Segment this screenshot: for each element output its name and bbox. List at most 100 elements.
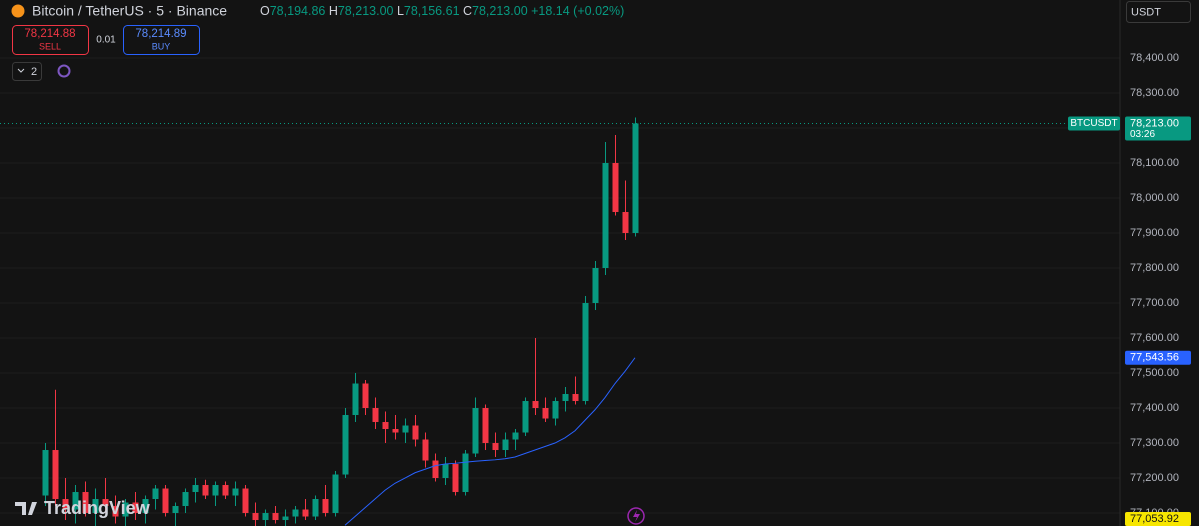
y-tick-label: 77,400.00 bbox=[1130, 402, 1179, 414]
candle-body bbox=[112, 506, 119, 517]
candle-body bbox=[592, 268, 599, 304]
logo-text: TradingView bbox=[44, 498, 151, 518]
y-tick-label: 78,000.00 bbox=[1130, 192, 1179, 204]
price-change: +18.14 (+0.02%) bbox=[531, 4, 624, 18]
candle-body bbox=[312, 499, 319, 517]
candle-body bbox=[132, 502, 139, 514]
bolt bbox=[633, 510, 640, 522]
low-tag bbox=[1125, 512, 1191, 526]
y-tick-label: 77,300.00 bbox=[1130, 437, 1179, 449]
candle-body bbox=[212, 485, 219, 496]
candle-body bbox=[382, 422, 389, 430]
candle-body bbox=[362, 383, 369, 409]
sell-button[interactable]: 78,214.88 SELL bbox=[12, 25, 89, 55]
candle-body bbox=[242, 488, 249, 514]
low-tag-text: 77,053.92 bbox=[1130, 513, 1179, 525]
buy-label: BUY bbox=[152, 41, 171, 51]
sell-price: 78,214.88 bbox=[24, 28, 75, 40]
candle-body bbox=[472, 408, 479, 454]
candle-body bbox=[352, 383, 359, 416]
chevron bbox=[17, 68, 25, 73]
candle-body bbox=[252, 513, 259, 521]
candle-body bbox=[192, 485, 199, 493]
price-tag bbox=[1125, 116, 1191, 141]
spread: 0.01 bbox=[96, 35, 116, 46]
symbol-title[interactable]: Bitcoin / TetherUS · 5 · Binance bbox=[32, 3, 227, 19]
coin-icon bbox=[11, 4, 25, 18]
y-tick-label: 77,600.00 bbox=[1130, 332, 1179, 344]
candle-body bbox=[572, 394, 579, 402]
candle-body bbox=[512, 432, 519, 440]
candle-body bbox=[222, 485, 229, 496]
ohlc-key: C bbox=[463, 4, 472, 18]
buy-button[interactable]: 78,214.89 BUY bbox=[123, 25, 200, 55]
ohlc-value: 78,194.86 bbox=[270, 4, 326, 18]
candle-body bbox=[482, 408, 489, 444]
candle-body bbox=[152, 488, 159, 500]
candle-body bbox=[452, 464, 459, 493]
candle-body bbox=[412, 425, 419, 440]
symbol-tag-text: BTCUSDT bbox=[1070, 118, 1117, 129]
candle-body bbox=[582, 303, 589, 402]
y-tick-label: 77,500.00 bbox=[1130, 367, 1179, 379]
candle-body bbox=[272, 513, 279, 521]
currency: USDT bbox=[1131, 6, 1161, 18]
candle-body bbox=[142, 499, 149, 514]
ohlc-values: O78,194.86 H78,213.00 L78,156.61 C78,213… bbox=[260, 4, 624, 18]
countdown: 03:26 bbox=[1130, 129, 1155, 140]
y-tick-label: 78,400.00 bbox=[1130, 52, 1179, 64]
candle-body bbox=[182, 492, 189, 507]
buy-price: 78,214.89 bbox=[135, 28, 186, 40]
candle-body bbox=[612, 163, 619, 213]
candle-body bbox=[622, 212, 629, 234]
candle-body bbox=[492, 443, 499, 451]
y-tick-label: 77,900.00 bbox=[1130, 227, 1179, 239]
y-tick-label: 77,800.00 bbox=[1130, 262, 1179, 274]
candle-body bbox=[532, 401, 539, 409]
toggle-box bbox=[12, 62, 42, 81]
ohlc-value: 78,213.00 bbox=[338, 4, 394, 18]
candle-body bbox=[432, 460, 439, 479]
y-tick-label: 78,100.00 bbox=[1130, 157, 1179, 169]
indicator-count: 2 bbox=[31, 66, 37, 78]
moving-average bbox=[344, 357, 636, 526]
price-tag-text: 78,213.00 bbox=[1130, 117, 1179, 129]
indicator-toggle[interactable]: 2 bbox=[12, 62, 42, 81]
dropdown-box bbox=[1126, 1, 1191, 23]
candle-body bbox=[602, 163, 609, 269]
ohlc-value: 78,213.00 bbox=[472, 4, 528, 18]
ohlc-key: O bbox=[260, 4, 270, 18]
candle-body bbox=[262, 513, 269, 521]
currency-dropdown[interactable]: USDT bbox=[1126, 1, 1191, 23]
candle-body bbox=[82, 492, 89, 514]
candle-body bbox=[522, 401, 529, 433]
candle-body bbox=[392, 429, 399, 433]
candle-body bbox=[292, 509, 299, 517]
candle-body bbox=[232, 488, 239, 496]
candle-body bbox=[442, 464, 449, 479]
y-tick-label: 77,700.00 bbox=[1130, 297, 1179, 309]
candle-body bbox=[162, 488, 169, 514]
candle-body bbox=[632, 123, 639, 234]
candle-body bbox=[322, 499, 329, 514]
candle-body bbox=[122, 502, 129, 517]
ohlc-value: 78,156.61 bbox=[404, 4, 460, 18]
candle-body bbox=[92, 499, 99, 514]
candle-body bbox=[502, 439, 509, 451]
sell-box bbox=[12, 25, 89, 55]
candle-body bbox=[542, 408, 549, 419]
logo-mark bbox=[15, 502, 37, 515]
sync-icon[interactable] bbox=[57, 64, 71, 78]
candle-body bbox=[72, 492, 79, 510]
candle-body bbox=[302, 509, 309, 517]
symbol-tag bbox=[1068, 116, 1120, 131]
ma-tag-text: 77,543.56 bbox=[1130, 352, 1179, 364]
candle-body bbox=[462, 453, 469, 493]
ohlc-key: L bbox=[397, 4, 404, 18]
sell-label: SELL bbox=[39, 41, 61, 51]
candle-body bbox=[62, 499, 69, 510]
candle-body bbox=[332, 474, 339, 514]
candle-body bbox=[402, 425, 409, 433]
